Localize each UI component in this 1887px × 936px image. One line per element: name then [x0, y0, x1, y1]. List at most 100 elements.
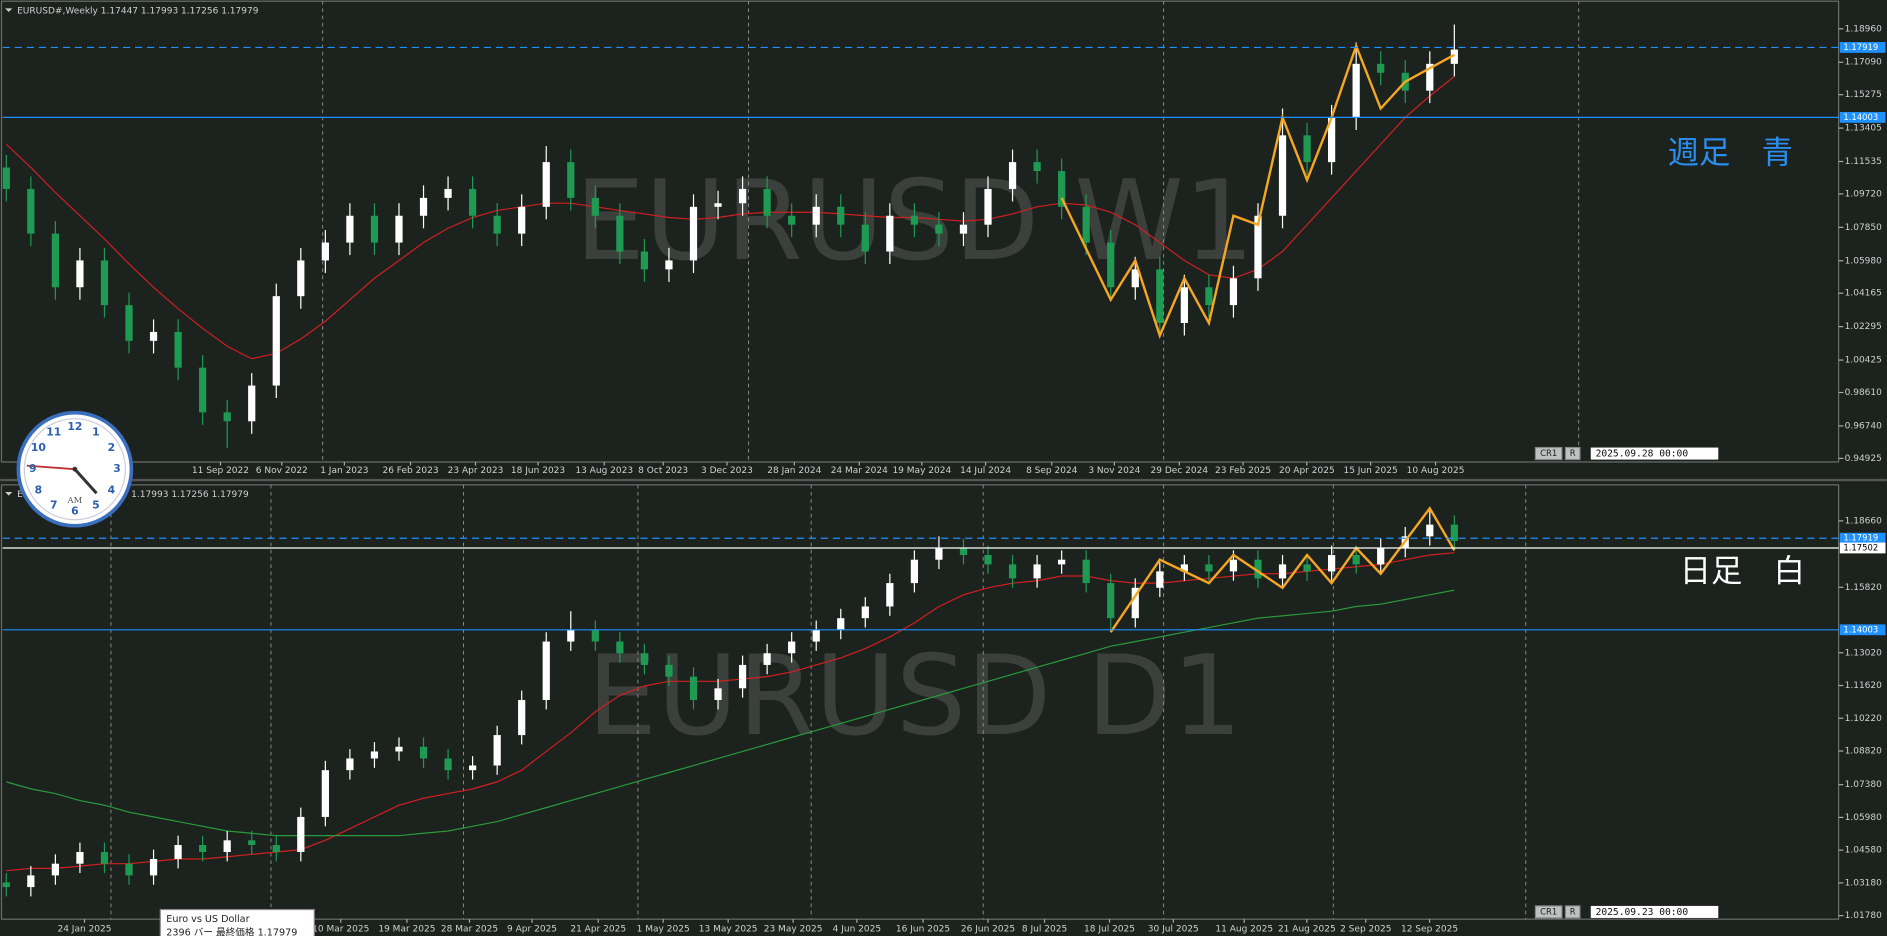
candle-body — [518, 700, 526, 736]
tooltip-box — [159, 908, 315, 936]
candle-body — [76, 260, 84, 288]
y-tick-label: 1.04165 — [1845, 289, 1882, 299]
candle-body — [1426, 63, 1434, 91]
y-tick-label: 1.00425 — [1845, 356, 1882, 366]
clock-numeral: 5 — [92, 499, 100, 512]
y-tick-label: 1.13020 — [1845, 648, 1883, 658]
price-label-box — [1839, 624, 1886, 636]
candle-body — [738, 188, 747, 204]
candle-body — [2, 167, 10, 189]
x-tick-label: 13 Aug 2023 — [575, 466, 633, 476]
x-tick-label: 20 Apr 2025 — [1279, 466, 1335, 476]
x-tick-label: 24 Jan 2025 — [57, 924, 111, 934]
candle-body — [542, 162, 550, 207]
candle-body — [1377, 63, 1385, 73]
badge-box — [1564, 446, 1581, 461]
x-tick-label: 8 Oct 2023 — [638, 466, 688, 476]
candle-body — [861, 606, 869, 619]
candle-body — [272, 296, 280, 386]
y-tick-label: 1.01780 — [1845, 911, 1883, 921]
y-tick-label: 1.15820 — [1845, 583, 1883, 593]
x-tick-label: 23 Feb 2025 — [1215, 466, 1271, 476]
clock-numeral: 4 — [108, 483, 116, 496]
candle-body — [1377, 548, 1385, 565]
candle-body — [1107, 242, 1115, 288]
x-tick-label: 8 Sep 2024 — [1026, 466, 1078, 476]
candle-body — [1303, 135, 1311, 163]
candle-body — [935, 548, 943, 560]
clock-numeral: 7 — [50, 499, 58, 512]
candle-body — [346, 215, 354, 243]
candle-body — [1254, 215, 1262, 279]
candle-body — [886, 215, 894, 252]
y-tick-label: 1.07380 — [1845, 780, 1883, 790]
candle-body — [738, 664, 747, 689]
clock-pin — [72, 466, 78, 472]
hour-hand — [73, 468, 98, 495]
y-tick-label: 1.15275 — [1845, 90, 1882, 100]
candle-body — [1426, 524, 1434, 537]
clock-period: AM — [67, 495, 83, 505]
candle-body — [395, 746, 403, 752]
x-tick-label: 18 Jun 2023 — [511, 466, 565, 476]
candle-body — [714, 203, 722, 207]
chart-header: EURUSD#,Weekly 1.17447 1.17993 1.17256 1… — [17, 6, 259, 16]
candle-body — [714, 688, 722, 701]
candle-body — [640, 653, 649, 665]
x-tick-label: 23 Apr 2023 — [448, 466, 504, 476]
candle-body — [469, 765, 477, 771]
y-tick-label: 1.07850 — [1845, 223, 1883, 233]
candle-body — [591, 629, 599, 642]
candle-body — [1328, 117, 1336, 163]
candle-body — [665, 260, 673, 270]
badge-box — [1534, 446, 1563, 461]
candle-body — [910, 559, 918, 584]
candle-body — [493, 735, 501, 766]
candle-body — [984, 188, 992, 225]
candle-body — [1131, 269, 1139, 288]
candle-body — [370, 215, 379, 243]
time-label: 2025.09.28 00:00 — [1596, 449, 1689, 460]
clock-ring — [23, 418, 127, 521]
y-tick-label: 0.94925 — [1845, 454, 1882, 464]
x-tick-label: 2 Sep 2025 — [1340, 924, 1391, 934]
price-label: 1.17919 — [1843, 42, 1878, 52]
x-tick-label: 10 Aug 2025 — [1407, 466, 1465, 476]
candle-body — [272, 844, 280, 853]
chart-header: EURUSD#,Daily 1.17447 1.17993 1.17256 1.… — [17, 490, 249, 500]
candle-body — [1303, 564, 1311, 572]
x-tick-label: 21 Apr 2025 — [570, 924, 626, 934]
header-arrow — [5, 8, 13, 13]
candle-body — [1107, 583, 1115, 619]
candle-body — [1278, 135, 1287, 216]
price-label-box — [1839, 111, 1886, 123]
price-label: 1.17502 — [1843, 542, 1878, 552]
y-tick-label: 1.05980 — [1845, 813, 1883, 823]
x-tick-label: 3 Nov 2024 — [1088, 466, 1140, 476]
candle-body — [1082, 559, 1090, 584]
x-tick-label: 29 Dec 2024 — [1151, 466, 1209, 476]
candle-body — [1131, 587, 1139, 619]
watermark: EURUSD D1 — [587, 632, 1242, 761]
y-tick-label: 1.10220 — [1845, 714, 1883, 724]
candle-body — [100, 852, 109, 864]
candle-body — [1180, 287, 1188, 323]
candle-body — [518, 206, 526, 234]
price-label: 1.14003 — [1843, 112, 1878, 122]
time-box — [1590, 905, 1719, 918]
x-tick-label: 1 May 2025 — [637, 924, 690, 934]
candle-body — [616, 641, 624, 654]
x-tick-label: 14 Jul 2024 — [960, 466, 1011, 476]
clock-numeral: 2 — [108, 441, 116, 454]
x-tick-label: 28 Mar 2025 — [441, 924, 498, 934]
candle-body — [1180, 564, 1188, 572]
x-tick-label: 12 Sep 2025 — [1401, 924, 1458, 934]
candle-body — [616, 215, 624, 252]
candle-body — [27, 188, 35, 234]
y-tick-label: 1.09720 — [1845, 189, 1883, 199]
y-tick-label: 1.17090 — [1845, 58, 1883, 68]
x-tick-label: 26 Feb 2023 — [382, 466, 438, 476]
candle-body — [1156, 269, 1164, 323]
